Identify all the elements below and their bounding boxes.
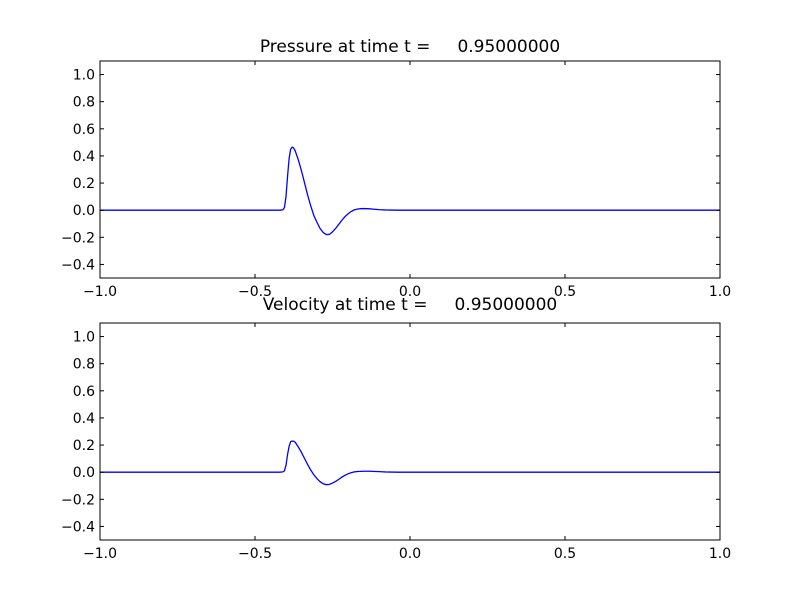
pressure-x-tick-label: −0.5 — [238, 284, 272, 300]
velocity-y-tick-label: 0.4 — [73, 411, 95, 427]
pressure-y-tick-label: 0.6 — [73, 122, 95, 138]
velocity-x-tick-label: 0.0 — [399, 546, 421, 562]
pressure-y-tick-label: 0.2 — [73, 176, 95, 192]
pressure-y-tick-label: 1.0 — [73, 68, 95, 84]
pressure-axes: Pressure at time t = 0.95000000 −1.0 −0.5… — [61, 37, 731, 300]
velocity-y-tick-label: 0.6 — [73, 384, 95, 400]
pressure-x-tick-label: −1.0 — [83, 284, 117, 300]
velocity-plot-area: −1.0 −0.5 0.0 0.5 1.0 −0.4 −0.2 0.0 0.2 0.4 0.6 0.8… — [61, 322, 731, 562]
velocity-x-tick-label: −0.5 — [238, 546, 272, 562]
velocity-y-tick-label: 0.0 — [73, 465, 95, 481]
pressure-series-line — [100, 146, 720, 236]
velocity-y-tick-label: −0.2 — [61, 492, 95, 508]
velocity-series-line — [100, 440, 720, 486]
velocity-title: Velocity at time t = 0.95000000 — [263, 295, 557, 315]
pressure-y-tick-label: 0.8 — [73, 95, 95, 111]
velocity-axes-frame — [99, 322, 721, 541]
pressure-title: Pressure at time t = 0.95000000 — [260, 37, 560, 57]
velocity-x-tick-label: 1.0 — [709, 546, 731, 562]
velocity-y-tick-label: 1.0 — [73, 330, 95, 346]
pressure-x-tick-label: 0.0 — [399, 284, 421, 300]
pressure-x-tick-label: 1.0 — [709, 284, 731, 300]
velocity-y-tick-label: 0.2 — [73, 438, 95, 454]
pressure-y-tick-label: −0.2 — [61, 230, 95, 246]
pressure-y-tick-label: −0.4 — [61, 257, 95, 273]
velocity-y-tick-label: −0.4 — [61, 519, 95, 535]
pressure-axes-frame — [99, 60, 721, 279]
velocity-x-tick-label: −1.0 — [83, 546, 117, 562]
velocity-axes: Velocity at time t = 0.95000000 −1.0 −0.5… — [61, 295, 731, 562]
velocity-x-tick-label: 0.5 — [554, 546, 576, 562]
pressure-y-tick-label: 0.4 — [73, 149, 95, 165]
velocity-y-tick-label: 0.8 — [73, 357, 95, 373]
pressure-plot-area: −1.0 −0.5 0.0 0.5 1.0 −0.4 −0.2 0.0 0.2 0.4 0.6 0.8… — [61, 60, 731, 300]
pressure-x-tick-label: 0.5 — [554, 284, 576, 300]
pressure-y-tick-label: 0.0 — [73, 203, 95, 219]
